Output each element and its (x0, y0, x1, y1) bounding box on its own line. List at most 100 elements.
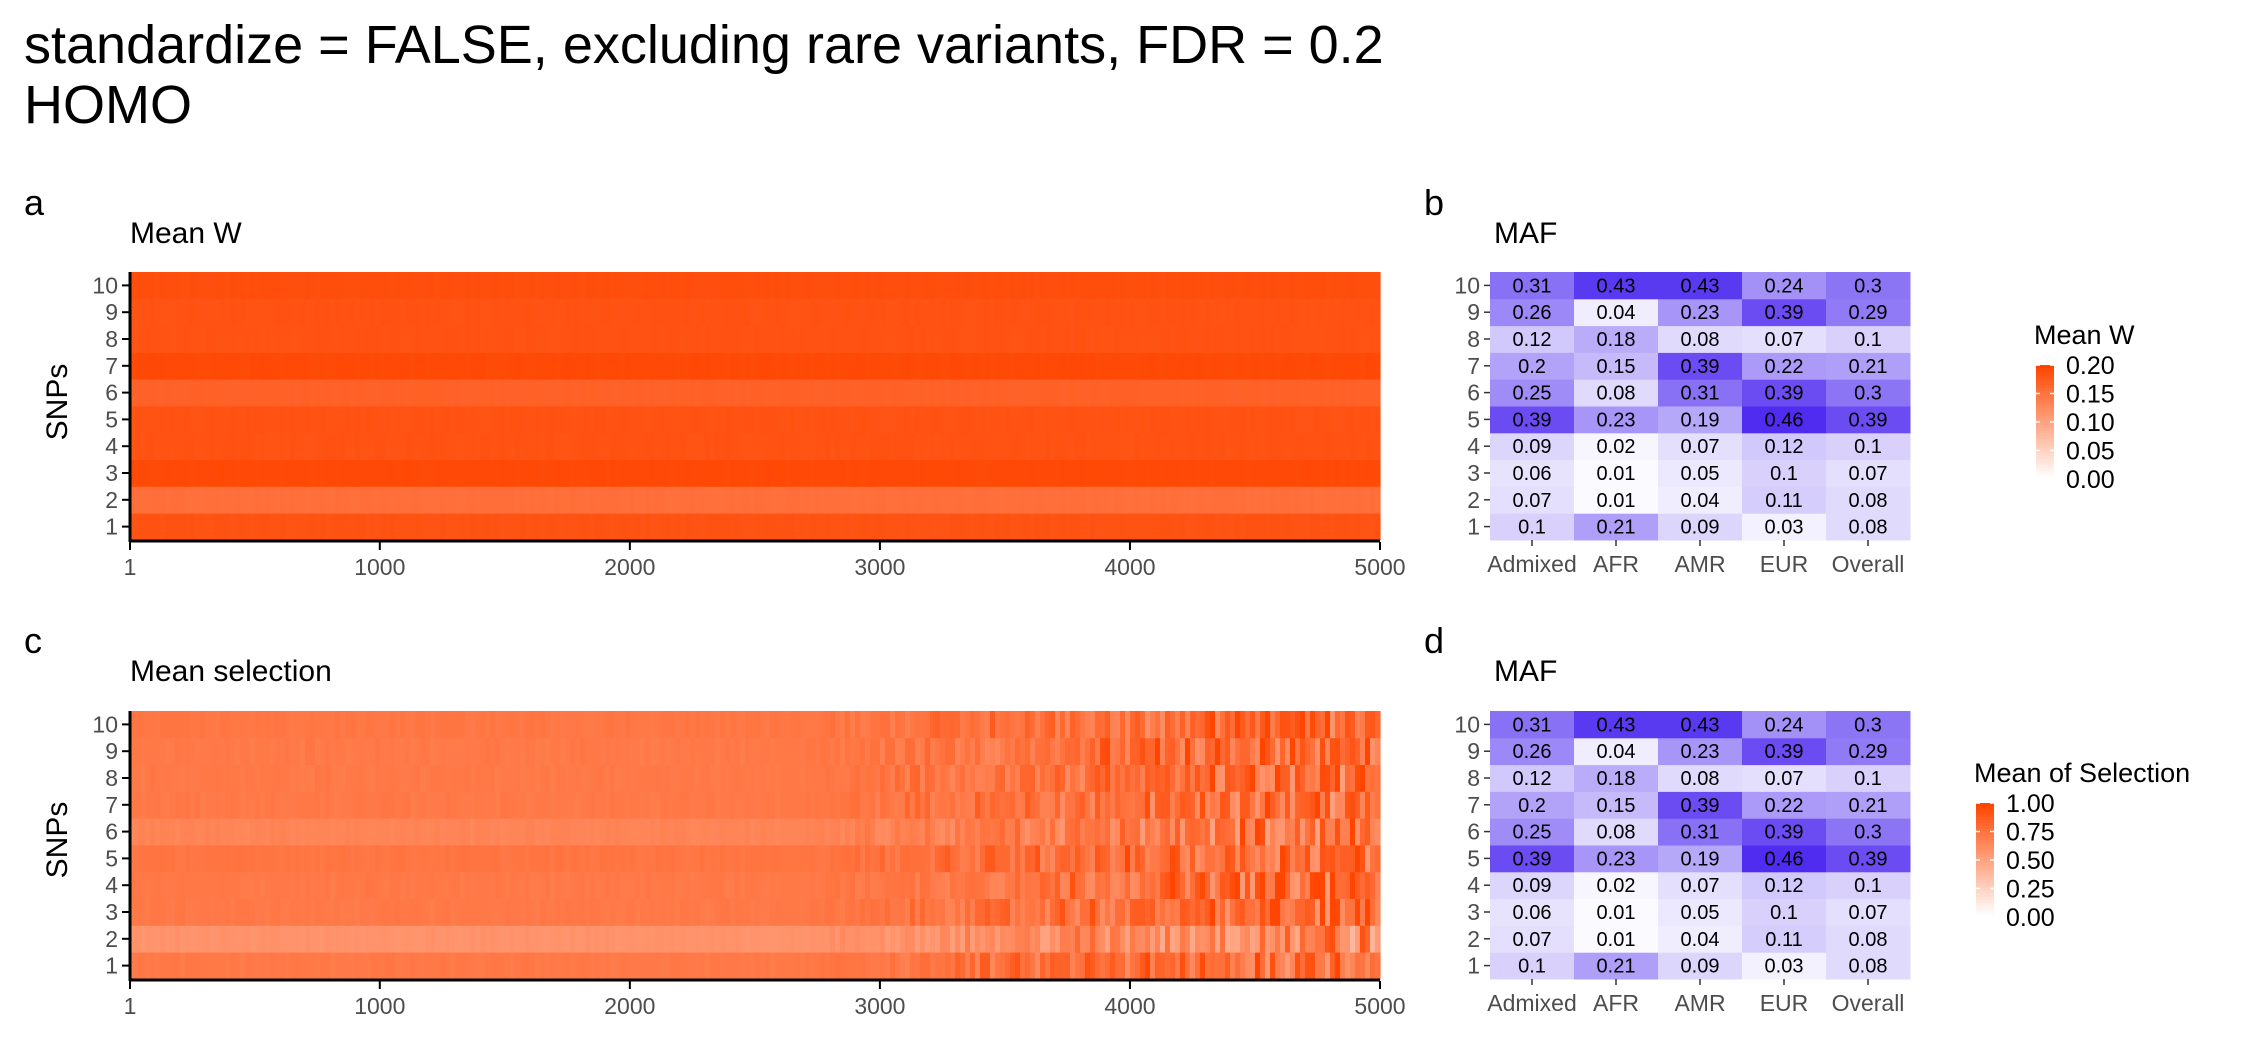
heatmap-cell (1265, 325, 1271, 353)
heatmap-cell (1180, 406, 1186, 434)
heatmap-cell (1250, 952, 1256, 980)
heatmap-cell (1230, 952, 1236, 980)
heatmap-cell (165, 791, 171, 819)
heatmap-cell (515, 352, 521, 380)
heatmap-cell (1160, 513, 1166, 541)
heatmap-cell (590, 486, 596, 514)
heatmap-cell (1370, 432, 1376, 460)
heatmap-cell (925, 871, 931, 899)
heatmap-cell (190, 925, 196, 953)
heatmap-cell (375, 845, 381, 873)
heatmap-cell (1160, 325, 1166, 353)
heatmap-cell (165, 818, 171, 846)
heatmap-cell (450, 272, 456, 300)
heatmap-cell (415, 432, 421, 460)
heatmap-cell (250, 925, 256, 953)
heatmap-cell (1230, 459, 1236, 487)
heatmap-cell (305, 298, 311, 326)
heatmap-cell (1070, 952, 1076, 980)
heatmap-cell (280, 871, 286, 899)
heatmap-cell (550, 379, 556, 407)
heatmap-cell (1190, 406, 1196, 434)
heatmap-cell (250, 513, 256, 541)
heatmap-cell (520, 406, 526, 434)
heatmap-cell (970, 818, 976, 846)
heatmap-cell (565, 925, 571, 953)
heatmap-cell (880, 737, 886, 765)
heatmap-cell (1225, 925, 1231, 953)
heatmap-cell (445, 352, 451, 380)
heatmap-cell (305, 737, 311, 765)
heatmap-cell (430, 406, 436, 434)
heatmap-cell (1120, 898, 1126, 926)
heatmap-cell (500, 871, 506, 899)
heatmap-cell (1210, 513, 1216, 541)
heatmap-cell (790, 791, 796, 819)
heatmap-cell (140, 764, 146, 792)
heatmap-cell (1030, 925, 1036, 953)
heatmap-cell (520, 432, 526, 460)
heatmap-cell (820, 406, 826, 434)
heatmap-cell (365, 898, 371, 926)
heatmap-cell (1320, 432, 1326, 460)
heatmap-cell (230, 513, 236, 541)
heatmap-cell (690, 737, 696, 765)
heatmap-cell (485, 845, 491, 873)
heatmap-cell (995, 952, 1001, 980)
heatmap-cell (210, 298, 216, 326)
heatmap-cell (1065, 845, 1071, 873)
heatmap-cell (1340, 764, 1346, 792)
heatmap-cell (965, 486, 971, 514)
heatmap-cell (645, 432, 651, 460)
heatmap-cell (415, 298, 421, 326)
heatmap-cell (385, 764, 391, 792)
heatmap-cell (1170, 486, 1176, 514)
heatmap-cell (450, 818, 456, 846)
heatmap-cell (1085, 737, 1091, 765)
heatmap-cell (450, 871, 456, 899)
heatmap-cell (520, 925, 526, 953)
heatmap-cell (420, 737, 426, 765)
heatmap-cell (915, 737, 921, 765)
heatmap-cell (1330, 272, 1336, 300)
heatmap-cell (190, 325, 196, 353)
heatmap-cell (630, 379, 636, 407)
heatmap-cell (190, 871, 196, 899)
heatmap-cell (725, 379, 731, 407)
heatmap-cell (1245, 406, 1251, 434)
heatmap-cell (265, 952, 271, 980)
heatmap-cell (540, 432, 546, 460)
heatmap-cell (1020, 272, 1026, 300)
maf-cell (1826, 272, 1911, 300)
heatmap-cell (600, 925, 606, 953)
heatmap-cell (810, 737, 816, 765)
heatmap-cell (965, 898, 971, 926)
heatmap-cell (640, 352, 646, 380)
heatmap-cell (145, 925, 151, 953)
heatmap-cell (370, 486, 376, 514)
heatmap-cell (305, 925, 311, 953)
heatmap-cell (430, 298, 436, 326)
heatmap-cell (1170, 272, 1176, 300)
heatmap-cell (870, 952, 876, 980)
heatmap-cell (945, 952, 951, 980)
heatmap-cell (1125, 406, 1131, 434)
heatmap-cell (375, 898, 381, 926)
heatmap-cell (1340, 432, 1346, 460)
heatmap-cell (1260, 764, 1266, 792)
heatmap-cell (600, 898, 606, 926)
heatmap-cell (310, 432, 316, 460)
heatmap-cell (565, 737, 571, 765)
heatmap-cell (460, 325, 466, 353)
heatmap-cell (750, 791, 756, 819)
heatmap-cell (715, 925, 721, 953)
heatmap-cell (295, 406, 301, 434)
heatmap-cell (1140, 379, 1146, 407)
heatmap-cell (1115, 791, 1121, 819)
heatmap-cell (370, 871, 376, 899)
heatmap-cell (255, 818, 261, 846)
heatmap-cell (1105, 513, 1111, 541)
heatmap-cell (1205, 871, 1211, 899)
heatmap-cell (1025, 925, 1031, 953)
heatmap-cell (475, 298, 481, 326)
